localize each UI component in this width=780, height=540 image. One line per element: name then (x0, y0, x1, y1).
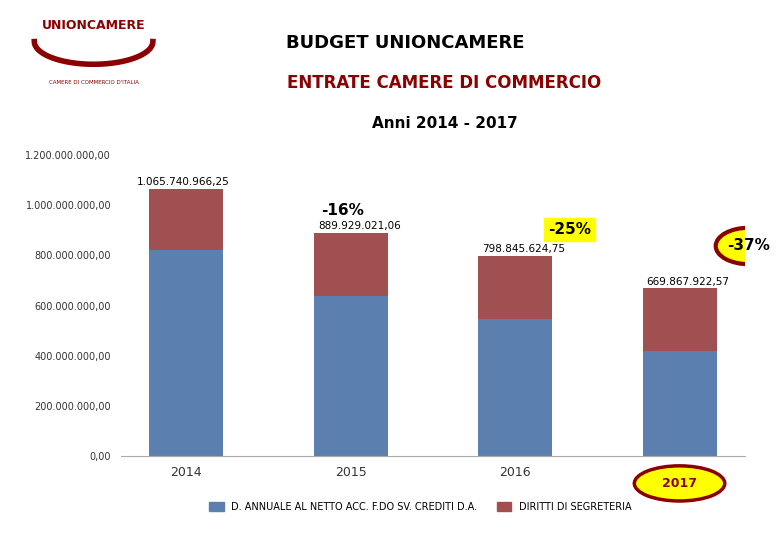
Bar (478, 319, 552, 456)
Text: -16%: -16% (321, 203, 364, 218)
Text: -25%: -25% (548, 222, 591, 237)
Text: 889.929.021,06: 889.929.021,06 (317, 221, 401, 232)
Text: 1.065.740.966,25: 1.065.740.966,25 (137, 177, 229, 187)
Bar (478, 256, 552, 319)
Text: UNIONCAMERE: UNIONCAMERE (42, 19, 145, 32)
Text: BUDGET UNIONCAMERE: BUDGET UNIONCAMERE (286, 34, 525, 52)
Ellipse shape (634, 466, 725, 501)
Text: 669.867.922,57: 669.867.922,57 (647, 276, 729, 287)
Text: CAMERE DI COMMERCIO D'ITALIA: CAMERE DI COMMERCIO D'ITALIA (48, 79, 139, 85)
Text: -37%: -37% (727, 239, 770, 253)
Bar (149, 251, 223, 456)
Bar (314, 295, 388, 456)
Bar (643, 288, 717, 351)
Bar (149, 189, 223, 251)
Text: 2017: 2017 (662, 477, 697, 490)
Text: Anni 2014 - 2017: Anni 2014 - 2017 (372, 116, 517, 131)
Legend: D. ANNUALE AL NETTO ACC. F.DO SV. CREDITI D.A., DIRITTI DI SEGRETERIA: D. ANNUALE AL NETTO ACC. F.DO SV. CREDIT… (205, 498, 636, 516)
Bar (643, 351, 717, 456)
Bar (314, 233, 388, 295)
Text: ENTRATE CAMERE DI COMMERCIO: ENTRATE CAMERE DI COMMERCIO (288, 74, 601, 92)
Ellipse shape (716, 228, 780, 264)
Text: 798.845.624,75: 798.845.624,75 (482, 244, 566, 254)
